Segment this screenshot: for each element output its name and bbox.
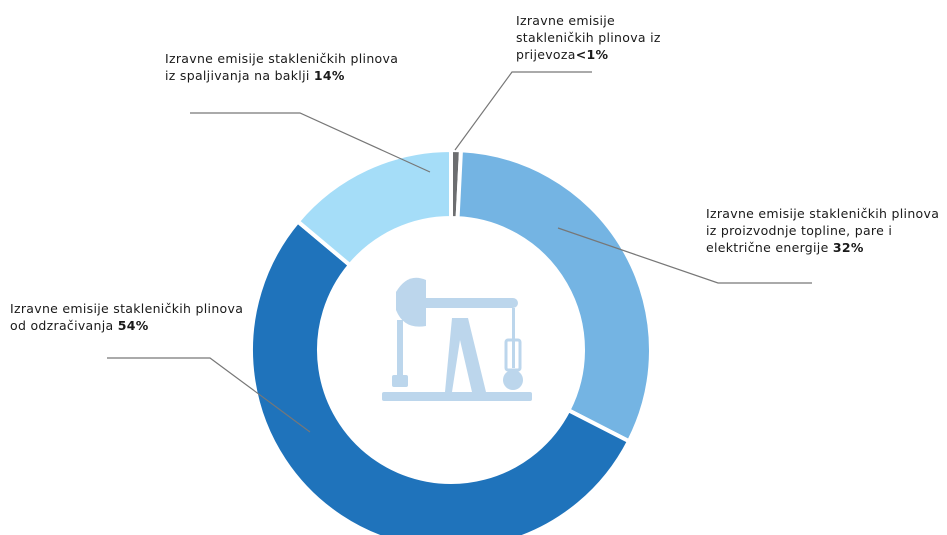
- leader-line: [454, 71, 592, 151]
- value-label: 32%: [832, 240, 864, 255]
- label: Izravne emisije stakleničkih plinova iz …: [706, 205, 946, 256]
- donut-segment: [294, 147, 453, 268]
- category-label: Izravne emisije stakleničkih plinova od …: [10, 301, 244, 333]
- category-label: Izravne emisije stakleničkih plinova iz …: [516, 13, 661, 62]
- leader-lines: [107, 71, 812, 433]
- label: Izravne emisije stakleničkih plinova iz …: [516, 12, 666, 63]
- category-label: Izravne emisije stakleničkih plinova iz …: [165, 51, 399, 83]
- leader-line: [557, 227, 812, 284]
- value-label: <1%: [575, 47, 609, 62]
- donut-segment: [455, 148, 653, 444]
- category-label: Izravne emisije stakleničkih plinova iz …: [706, 206, 940, 255]
- leader-line: [107, 357, 311, 433]
- value-label: 54%: [117, 318, 149, 333]
- donut-segment: [249, 218, 632, 535]
- label: Izravne emisije stakleničkih plinova od …: [10, 300, 255, 334]
- label: Izravne emisije stakleničkih plinova iz …: [165, 50, 400, 84]
- donut: [249, 147, 653, 535]
- leader-line: [190, 112, 431, 173]
- value-label: 14%: [313, 68, 345, 83]
- pump-icon: [382, 277, 532, 401]
